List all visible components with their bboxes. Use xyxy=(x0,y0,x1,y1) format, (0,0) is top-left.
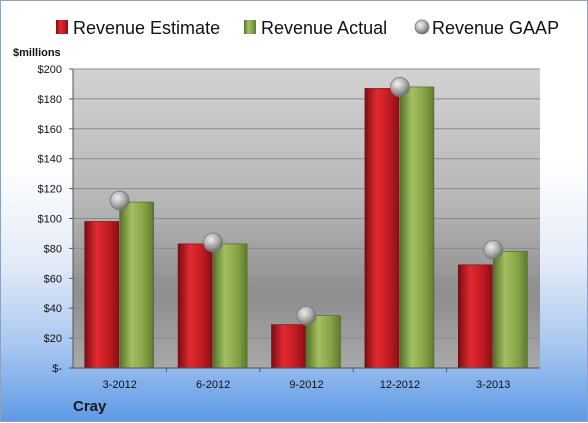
marker-revenue-gaap xyxy=(109,190,130,211)
x-tick-label: 3-2013 xyxy=(476,379,510,391)
legend-label: Revenue Actual xyxy=(261,18,387,38)
legend-label: Revenue Estimate xyxy=(73,18,220,38)
y-tick-label: $120 xyxy=(38,184,62,196)
legend: Revenue Estimate Revenue Actual Revenue GA… xyxy=(56,18,559,38)
bar-revenue-estimate xyxy=(457,264,493,369)
bar-revenue-estimate xyxy=(364,88,400,369)
bar-revenue-estimate xyxy=(84,221,119,369)
axis-layer: $- $20 $40 $60 $80 $100 $120 $140 $160 $180 $200 3-… xyxy=(38,64,540,391)
y-tick-label: $20 xyxy=(44,333,62,345)
y-tick-label: $100 xyxy=(38,214,62,226)
legend-swatch-revenue-gaap xyxy=(414,19,430,35)
marker-revenue-gaap xyxy=(389,77,410,97)
y-tick-label: $80 xyxy=(44,243,62,255)
company-name: Cray xyxy=(73,398,107,415)
bar-revenue-actual xyxy=(306,315,341,369)
bar-revenue-estimate xyxy=(271,324,306,369)
legend-swatch-revenue-estimate xyxy=(56,20,68,34)
y-tick-label: $40 xyxy=(44,303,62,315)
marker-revenue-gaap xyxy=(483,239,504,260)
y-tick-label: $140 xyxy=(38,154,62,166)
x-tick-label: 3-2012 xyxy=(103,379,137,391)
bar-revenue-actual xyxy=(119,201,154,369)
bars-layer xyxy=(84,77,528,369)
bar-revenue-estimate xyxy=(177,243,213,369)
x-tick-label: 6-2012 xyxy=(196,379,230,391)
bar-revenue-actual xyxy=(212,243,248,369)
y-tick-label: $- xyxy=(52,363,62,375)
legend-swatch-revenue-actual xyxy=(244,20,256,34)
x-tick-label: 12-2012 xyxy=(380,379,420,391)
bar-revenue-actual xyxy=(399,86,435,369)
bar-revenue-actual xyxy=(492,251,528,369)
y-tick-label: $200 xyxy=(38,64,62,76)
x-tick-label: 9-2012 xyxy=(289,379,323,391)
y-tick-label: $60 xyxy=(44,273,62,285)
y-axis-unit-label: $millions xyxy=(13,47,61,59)
y-tick-label: $180 xyxy=(38,94,62,106)
legend-label: Revenue GAAP xyxy=(432,18,559,38)
marker-revenue-gaap xyxy=(296,305,317,326)
marker-revenue-gaap xyxy=(203,232,224,253)
y-tick-label: $160 xyxy=(38,124,62,136)
